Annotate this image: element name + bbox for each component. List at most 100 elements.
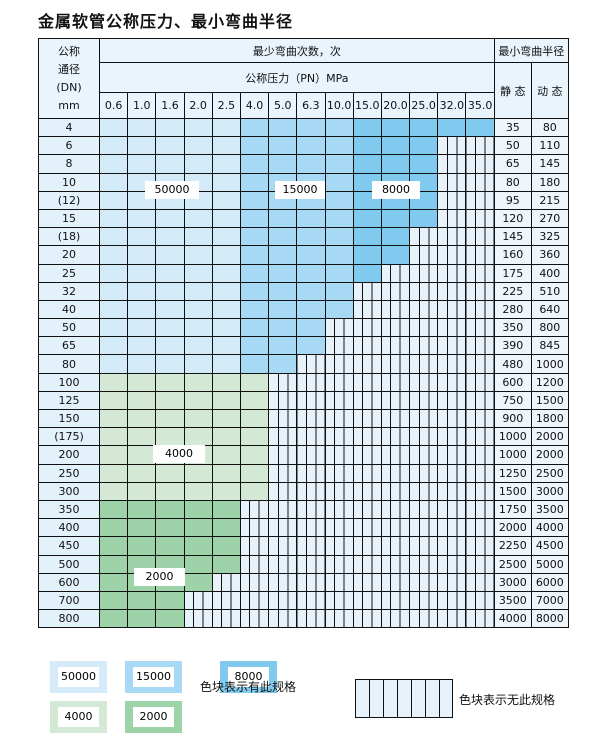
- available-cell: [465, 117, 495, 138]
- available-cell: [98, 299, 129, 320]
- unavailable-cell: [324, 554, 354, 574]
- available-cell: [98, 445, 129, 465]
- unavailable-cell: [437, 263, 467, 283]
- unavailable-cell: [352, 481, 382, 501]
- available-cell: [239, 318, 270, 338]
- available-cell: [380, 208, 411, 229]
- available-cell: [127, 136, 157, 156]
- dn-cell: 300: [38, 481, 100, 501]
- unavailable-cell: [352, 408, 382, 429]
- available-cell: [296, 136, 326, 156]
- available-cell: [98, 190, 129, 210]
- available-cell: [211, 190, 241, 210]
- unavailable-cell: [380, 518, 411, 538]
- table-row: 600 3000 6000: [38, 572, 569, 592]
- available-cell: [352, 245, 382, 265]
- available-cell: [239, 136, 270, 156]
- available-cell: [98, 554, 129, 574]
- unavailable-cell: [465, 227, 495, 247]
- unavailable-cell: [268, 390, 298, 411]
- unavailable-cell: [380, 463, 411, 483]
- available-cell: [183, 263, 213, 283]
- available-cell: [211, 227, 241, 247]
- unavailable-cell: [239, 572, 270, 592]
- available-cell: [239, 154, 270, 174]
- available-cell: [155, 427, 185, 447]
- unavailable-cell: [437, 518, 467, 538]
- available-cell: [127, 281, 157, 301]
- unavailable-cell: [352, 572, 382, 592]
- available-cell: [98, 390, 129, 411]
- unavailable-cell: [409, 408, 439, 429]
- dn-cell: 450: [38, 536, 100, 556]
- available-cell: [296, 299, 326, 320]
- available-cell: [98, 354, 129, 374]
- available-cell: [409, 136, 439, 156]
- unavailable-cell: [437, 190, 467, 210]
- available-cell: [127, 372, 157, 392]
- available-cell: [155, 518, 185, 538]
- available-cell: [409, 208, 439, 229]
- available-cell: [183, 499, 213, 520]
- unavailable-cell: [296, 609, 326, 629]
- unavailable-cell: [239, 590, 270, 611]
- available-cell: [324, 245, 354, 265]
- unavailable-cell: [352, 445, 382, 465]
- unavailable-cell: [465, 336, 495, 356]
- unavailable-cell: [296, 354, 326, 374]
- unavailable-cell: [324, 445, 354, 465]
- available-cell: [155, 154, 185, 174]
- table-row: 20 160 360: [38, 245, 569, 265]
- unavailable-cell: [380, 354, 411, 374]
- unavailable-cell: [324, 318, 354, 338]
- dn-cell: (12): [38, 190, 100, 210]
- unavailable-cell: [352, 427, 382, 447]
- unavailable-cell: [409, 572, 439, 592]
- available-cell: [296, 336, 326, 356]
- available-cell: [98, 136, 129, 156]
- unavailable-cell: [324, 336, 354, 356]
- available-cell: [155, 136, 185, 156]
- unavailable-cell: [409, 354, 439, 374]
- unavailable-cell: [296, 554, 326, 574]
- static-radius-cell: 120: [493, 208, 532, 229]
- unavailable-cell: [296, 427, 326, 447]
- unavailable-cell: [296, 463, 326, 483]
- dynamic-radius-cell: 180: [530, 172, 569, 192]
- available-cell: [380, 227, 411, 247]
- available-cell: [296, 281, 326, 301]
- dn-cell: 65: [38, 336, 100, 356]
- unavailable-cell: [268, 463, 298, 483]
- dn-header-line: mm: [58, 98, 80, 112]
- pressure-col-header: 5.0: [268, 92, 298, 119]
- table-row: 50 350 800: [38, 318, 569, 338]
- table-row: 4 35 80: [38, 117, 569, 138]
- dn-cell: 800: [38, 609, 100, 629]
- available-cell: [127, 227, 157, 247]
- static-header: 静 态: [493, 62, 532, 119]
- available-cell: [380, 136, 411, 156]
- available-cell: [127, 590, 157, 611]
- static-radius-cell: 145: [493, 227, 532, 247]
- unavailable-cell: [380, 590, 411, 611]
- table-row: 800 4000 8000: [38, 609, 569, 629]
- unavailable-cell: [465, 299, 495, 320]
- dynamic-radius-cell: 1800: [530, 408, 569, 429]
- unavailable-cell: [437, 536, 467, 556]
- table-row: 40 280 640: [38, 299, 569, 320]
- unavailable-cell: [437, 372, 467, 392]
- available-cell: [98, 172, 129, 192]
- available-cell: [155, 499, 185, 520]
- available-cell: [211, 554, 241, 574]
- static-radius-cell: 2500: [493, 554, 532, 574]
- static-radius-cell: 600: [493, 372, 532, 392]
- unavailable-cell: [465, 427, 495, 447]
- available-cell: [211, 408, 241, 429]
- dynamic-radius-cell: 325: [530, 227, 569, 247]
- available-cell: [183, 536, 213, 556]
- unavailable-cell: [380, 427, 411, 447]
- unavailable-cell: [380, 318, 411, 338]
- available-cell: [155, 536, 185, 556]
- available-cell: [409, 117, 439, 138]
- label-2000: 2000: [134, 568, 185, 586]
